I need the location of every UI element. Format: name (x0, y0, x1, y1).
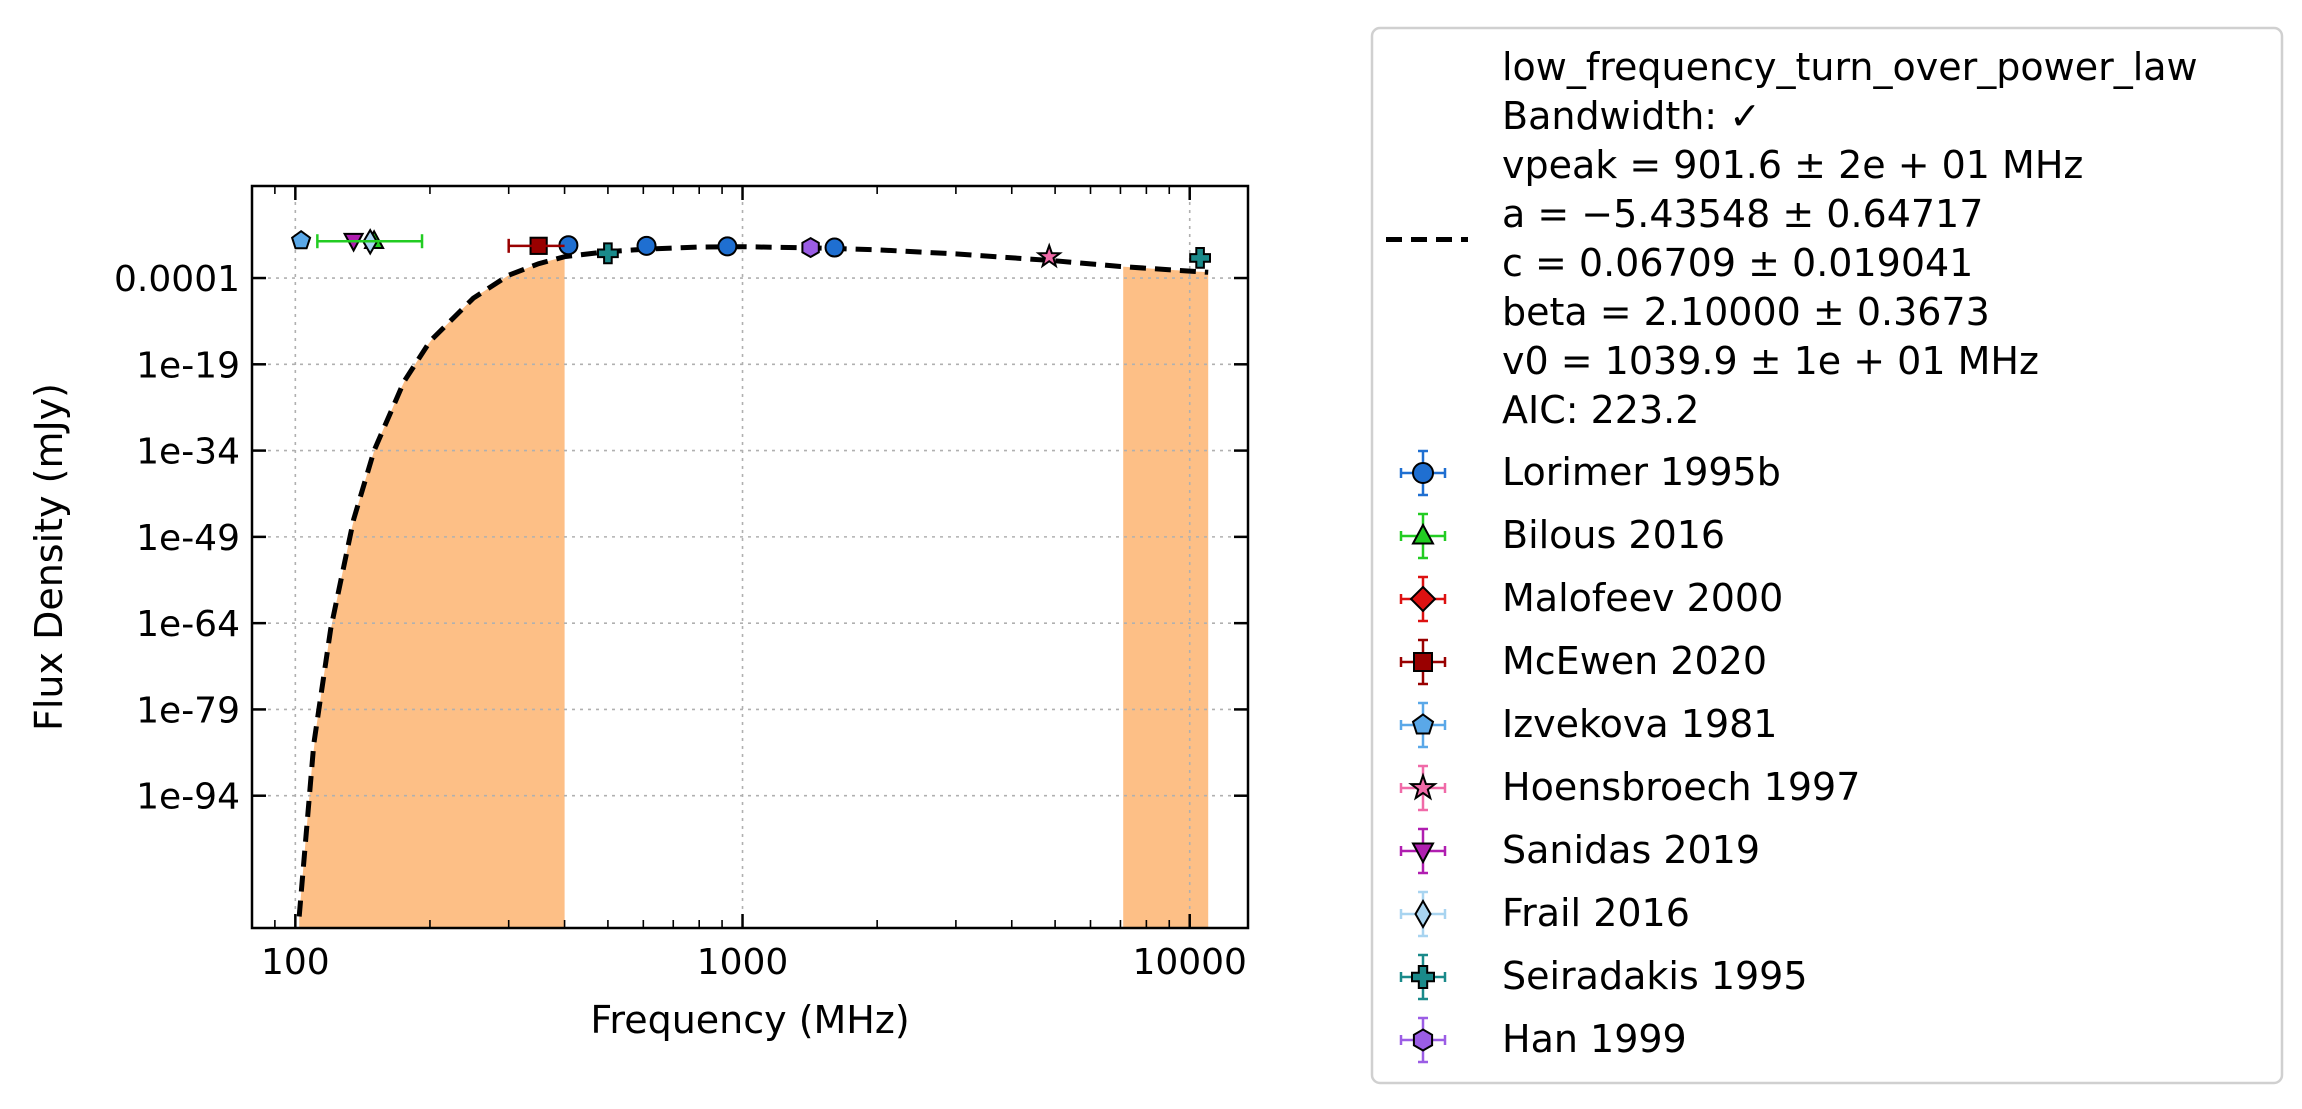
y-axis-title: Flux Density (mJy) (27, 383, 71, 731)
data-point-marker (801, 236, 820, 259)
legend-model-line: a = −5.43548 ± 0.64717 (1502, 192, 1983, 236)
legend-marker (1414, 898, 1432, 930)
data-point-marker (717, 236, 738, 257)
data-points (290, 228, 1211, 269)
legend-entry: Frail 2016 (1399, 890, 1690, 938)
legend-marker (1409, 585, 1437, 613)
legend-label: Han 1999 (1502, 1017, 1687, 1061)
data-point-marker (636, 235, 657, 256)
legend-entry: Hoensbroech 1997 (1399, 764, 1860, 812)
y-tick-label: 1e-79 (136, 690, 240, 731)
legend-label: McEwen 2020 (1502, 639, 1767, 683)
legend-model-line: beta = 2.10000 ± 0.3673 (1502, 290, 1990, 334)
data-point (1189, 247, 1211, 269)
legend-marker (1412, 1028, 1434, 1052)
legend-label: Sanidas 2019 (1502, 828, 1760, 872)
legend-label: Malofeev 2000 (1502, 576, 1783, 620)
y-tick-label: 1e-49 (136, 518, 240, 559)
legend-marker (1411, 713, 1435, 735)
legend-model-line: AIC: 223.2 (1502, 388, 1699, 432)
data-point (597, 242, 619, 265)
legend-label: Frail 2016 (1502, 891, 1690, 935)
legend-marker (1408, 772, 1438, 801)
x-tick-label: 1000 (697, 942, 789, 983)
shaded-region-1 (299, 256, 565, 928)
error-bar (507, 238, 565, 253)
grid (252, 186, 1248, 928)
data-point-marker (597, 242, 619, 265)
x-axis-title: Frequency (MHz) (590, 998, 909, 1042)
legend-label: Izvekova 1981 (1502, 702, 1777, 746)
legend: low_frequency_turn_over_power_law Bandwid… (1370, 26, 2284, 1085)
legend-marker (1411, 965, 1435, 989)
data-point-marker (1189, 247, 1211, 269)
y-tick-label: 1e-94 (136, 777, 240, 818)
shaded-regions (299, 256, 1209, 928)
axis-ticks: 100 1000 10000 0.0001 1e-19 1e-34 1e-49 1e-64 1e… (114, 186, 1248, 983)
legend-marker (1411, 522, 1435, 545)
legend-label: Lorimer 1995b (1502, 450, 1781, 494)
y-tick-label: 0.0001 (114, 259, 240, 300)
legend-label: Hoensbroech 1997 (1502, 765, 1860, 809)
legend-label: Seiradakis 1995 (1502, 954, 1808, 998)
legend-model-line: v0 = 1039.9 ± 1e + 01 MHz (1502, 339, 2039, 383)
legend-entry: Han 1999 (1399, 1016, 1687, 1064)
error-bar (316, 234, 424, 249)
data-point-marker (1035, 242, 1063, 269)
model-curve (296, 244, 1209, 917)
y-tick-label: 1e-19 (136, 345, 240, 386)
legend-model-line: c = 0.06709 ± 0.019041 (1502, 241, 1973, 285)
legend-entry: Seiradakis 1995 (1399, 953, 1808, 1001)
data-point (1035, 242, 1063, 269)
legend-entry: Bilous 2016 (1399, 512, 1725, 560)
legend-entry: Lorimer 1995b (1399, 449, 1781, 497)
legend-model-line: Bandwidth: ✓ (1502, 94, 1761, 138)
y-tick-label: 1e-34 (136, 432, 240, 473)
legend-marker (1412, 462, 1434, 484)
legend-model-line: low_frequency_turn_over_power_law (1502, 45, 2198, 89)
data-point (801, 236, 820, 259)
data-point (717, 236, 738, 257)
x-tick-label: 100 (261, 942, 330, 983)
data-point-marker (290, 229, 312, 250)
legend-model-line: vpeak = 901.6 ± 2e + 01 MHz (1502, 143, 2083, 187)
data-point (824, 237, 845, 258)
shaded-region-2 (1123, 266, 1209, 928)
x-tick-label: 10000 (1132, 942, 1247, 983)
legend-entry: Malofeev 2000 (1399, 575, 1783, 623)
legend-marker (1411, 842, 1435, 865)
legend-entry: Izvekova 1981 (1399, 701, 1777, 749)
y-tick-label: 1e-64 (136, 604, 240, 645)
legend-entry: Sanidas 2019 (1399, 827, 1760, 875)
data-point (290, 229, 312, 250)
data-point (636, 235, 657, 256)
legend-frame (1370, 26, 2284, 1085)
plot-frame (250, 184, 1250, 930)
model-curve-layer (296, 244, 1209, 917)
legend-label: Bilous 2016 (1502, 513, 1725, 557)
legend-marker (1413, 652, 1433, 672)
data-point-marker (824, 237, 845, 258)
legend-entry: McEwen 2020 (1399, 638, 1767, 686)
